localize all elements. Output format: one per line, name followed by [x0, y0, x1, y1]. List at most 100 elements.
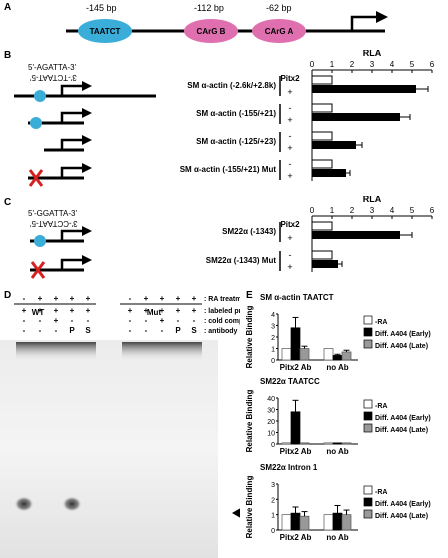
panel-e-chip-charts: SM α-actin TAATCT 0 1 2 3 4 Relative Binding Pi… — [245, 293, 431, 542]
bar-minus-pitx2 — [311, 131, 333, 141]
rla-tick-label: 0 — [310, 60, 315, 69]
carga-label: CArG A — [264, 26, 294, 36]
free-probe-smear — [64, 342, 80, 360]
rla-tick-label: 2 — [350, 60, 355, 69]
chip-chart-title: SM22α TAATCC — [260, 377, 320, 386]
panel-c-letter: C — [4, 197, 12, 208]
panel-b-seq-top: 5'-AGATTA-3' — [28, 63, 77, 72]
shifted-complex-band — [14, 496, 34, 512]
rla-axis-title: RLA — [363, 50, 382, 58]
pitx2-minus: - — [289, 250, 292, 260]
chip-y-label: Relative Binding — [245, 306, 254, 369]
chip-legend-label: Diff. A404 (Early) — [375, 331, 431, 338]
lane-sign: S — [191, 326, 197, 335]
free-probe-smear — [32, 342, 48, 360]
panel-b-constructs — [14, 81, 156, 187]
rla-tick-label: 1 — [330, 206, 335, 215]
chip-bar — [323, 348, 334, 361]
panel-e-letter: E — [246, 290, 253, 301]
chip-tick-label: 3 — [271, 324, 275, 331]
pitx2-plus: + — [287, 115, 292, 125]
pitx2-plus: + — [287, 262, 292, 272]
chip-group-label: no Ab — [326, 533, 348, 542]
chip-bar — [281, 514, 292, 531]
lane-sign: P — [175, 326, 181, 335]
bar-plus-pitx2 — [312, 141, 356, 149]
construct-label: SM α-actin (-2.6k/+2.8k) — [187, 81, 276, 90]
panel-c-rla-chart: RLA 0 1 2 3 4 5 6 Pitx2 SM22α (-1343) - + SM22α (-13… — [206, 196, 435, 272]
lane-sign: - — [23, 316, 26, 325]
chip-bar — [341, 442, 352, 445]
chip-tick-label: 0 — [271, 358, 275, 365]
rla-tick-label: 3 — [370, 60, 375, 69]
lane-sign: + — [54, 316, 59, 325]
lane-sign: - — [71, 316, 74, 325]
shifted-complex-band — [62, 496, 82, 512]
chip-group-label: no Ab — [326, 363, 348, 372]
construct-label: SM22α (-1343) Mut — [206, 256, 277, 265]
chip-tick-label: 4 — [271, 312, 275, 319]
chip-group-label: Pitx2 Ab — [280, 533, 312, 542]
lane-sign: - — [193, 316, 196, 325]
rla-axis-title: RLA — [363, 196, 382, 204]
construct-label: SM α-actin (-155/+21) — [196, 109, 276, 118]
lane-sign: + — [144, 306, 149, 315]
lane-sign: + — [70, 306, 75, 315]
lane-sign: + — [160, 294, 165, 303]
panel-c-seq-top: 5'-GGATTA-3' — [28, 209, 77, 218]
chip-tick-label: 3 — [271, 482, 275, 489]
lane-sign: - — [55, 326, 58, 335]
chip-bar — [281, 442, 292, 445]
taatct-site-icon — [30, 117, 42, 129]
group-wt-label: WT — [32, 308, 45, 317]
mutation-x-icon — [30, 261, 46, 279]
chip-legend-label: Diff. A404 (Late) — [375, 427, 428, 434]
chip-bar — [290, 512, 301, 531]
chip-legend-label: -RA — [375, 319, 387, 326]
pitx2-label: Pitx2 — [280, 220, 300, 229]
rla-tick-label: 4 — [390, 60, 395, 69]
cargb-label: CArG B — [196, 26, 226, 36]
rla-tick-label: 5 — [410, 60, 415, 69]
panel-b-rla-chart: RLA 0 1 2 3 4 5 6 Pitx2 SM α-actin (-2.6k/+2.8k) -… — [180, 50, 435, 181]
taatct-distance: -145 bp — [86, 3, 117, 13]
chip-bar — [290, 411, 301, 445]
lane-sign: + — [176, 294, 181, 303]
gel-image — [0, 340, 218, 558]
free-probe-smear — [16, 342, 32, 360]
chip-legend-label: Diff. A404 (Early) — [375, 501, 431, 508]
chip-chart-title: SM22α Intron 1 — [260, 463, 318, 472]
carga-distance: -62 bp — [266, 3, 292, 13]
emsa-row-label: : RA treatment — [204, 296, 240, 303]
chip-legend-label: Diff. A404 (Early) — [375, 415, 431, 422]
rla-tick-label: 5 — [410, 206, 415, 215]
lane-sign: - — [39, 326, 42, 335]
pitx2-minus: - — [289, 103, 292, 113]
pitx2-minus: - — [289, 131, 292, 141]
pitx2-plus: + — [287, 87, 292, 97]
free-probe-smear — [122, 342, 138, 360]
chip-y-label: Relative Binding — [245, 476, 254, 539]
bar-plus-pitx2 — [312, 231, 400, 239]
chip-tick-label: 20 — [267, 419, 275, 426]
chip-tick-label: 1 — [271, 347, 275, 354]
panel-d-emsa: -++++-++++: RA treatment++++++++++: labe… — [0, 294, 240, 558]
lane-sign: S — [85, 326, 91, 335]
chip-bar — [323, 442, 334, 445]
chip-bar — [299, 348, 310, 361]
lane-sign: + — [86, 306, 91, 315]
chip-legend-swatch — [363, 497, 373, 507]
bar-plus-pitx2 — [312, 113, 400, 121]
lane-sign: + — [160, 306, 165, 315]
lane-sign: - — [145, 316, 148, 325]
chip-legend-swatch — [363, 411, 373, 421]
chip-bar — [332, 442, 343, 445]
rla-tick-label: 6 — [430, 60, 435, 69]
chip-legend-swatch — [363, 315, 373, 325]
bar-minus-pitx2 — [311, 250, 333, 260]
chip-group-label: Pitx2 Ab — [280, 363, 312, 372]
taatct-label: TAATCT — [89, 26, 121, 36]
chip-legend-swatch — [363, 423, 373, 433]
chip-legend-swatch — [363, 339, 373, 349]
lane-sign: - — [39, 316, 42, 325]
